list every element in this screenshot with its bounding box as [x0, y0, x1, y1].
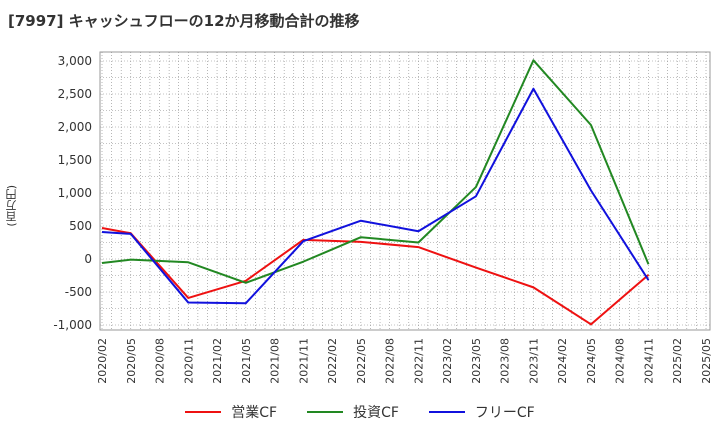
y-tick-label: 0 — [84, 252, 92, 266]
x-tick-label: 2022/05 — [355, 338, 368, 384]
y-tick-label: 500 — [69, 219, 92, 233]
x-tick-label: 2025/05 — [700, 338, 713, 384]
x-tick-label: 2022/11 — [412, 338, 425, 384]
series-line-1 — [101, 226, 650, 326]
x-tick-label: 2020/02 — [96, 338, 109, 384]
x-tick-label: 2024/11 — [642, 338, 655, 384]
y-tick-label: 1,500 — [58, 153, 92, 167]
x-tick-label: 2024/08 — [614, 338, 627, 384]
x-tick-label: 2024/02 — [556, 338, 569, 384]
legend-item-operating-cf[interactable]: 営業CF — [185, 402, 277, 422]
x-tick-label: 2020/05 — [125, 338, 138, 384]
legend-swatch-investing-cf — [307, 411, 344, 413]
legend-item-free-cf[interactable]: フリーCF — [428, 402, 535, 422]
legend-label-free-cf: フリーCF — [474, 405, 535, 421]
legend-label-operating-cf: 営業CF — [231, 405, 278, 421]
x-tick-label: 2020/08 — [154, 338, 167, 384]
series-line-2 — [101, 59, 650, 284]
x-tick-label: 2023/05 — [470, 338, 483, 384]
series-lines — [101, 59, 650, 326]
x-tick-label: 2022/02 — [326, 338, 339, 384]
x-tick-label: 2023/02 — [441, 338, 454, 384]
legend-swatch-free-cf — [428, 411, 465, 413]
x-tick-label: 2020/11 — [182, 338, 195, 384]
y-tick-label: 1,000 — [58, 186, 92, 200]
x-tick-labels: 2020/02 2020/05 2020/08 2020/11 2021/02 2021/… — [96, 338, 713, 384]
legend: 営業CF 投資CF フリーCF — [0, 402, 720, 422]
legend-item-investing-cf[interactable]: 投資CF — [307, 402, 399, 422]
x-tick-label: 2025/02 — [671, 338, 684, 384]
y-tick-label: 3,000 — [58, 54, 92, 68]
y-tick-label: 2,500 — [58, 87, 92, 101]
legend-swatch-operating-cf — [185, 411, 222, 413]
legend-label-investing-cf: 投資CF — [353, 405, 399, 421]
y-tick-label: -500 — [65, 285, 92, 299]
x-tick-label: 2021/08 — [269, 338, 282, 384]
y-tick-label: -1,000 — [53, 318, 92, 332]
x-tick-label: 2021/05 — [240, 338, 253, 384]
x-tick-label: 2023/11 — [527, 338, 540, 384]
plot-area — [99, 51, 711, 331]
x-tick-label: 2022/08 — [384, 338, 397, 384]
x-tick-label: 2021/02 — [211, 338, 224, 384]
x-tick-label: 2023/08 — [499, 338, 512, 384]
x-tick-label: 2024/05 — [585, 338, 598, 384]
chart-title: [7997] キャッシュフローの12か月移動合計の推移 — [8, 12, 360, 30]
y-tick-label: 2,000 — [58, 120, 92, 134]
y-tick-labels: 3,000 2,500 2,000 1,500 1,000 500 0 -500 -1,000 — [53, 54, 92, 332]
x-tick-label: 2021/11 — [297, 338, 310, 384]
grid-lines — [100, 52, 710, 330]
series-line-3 — [101, 87, 650, 305]
